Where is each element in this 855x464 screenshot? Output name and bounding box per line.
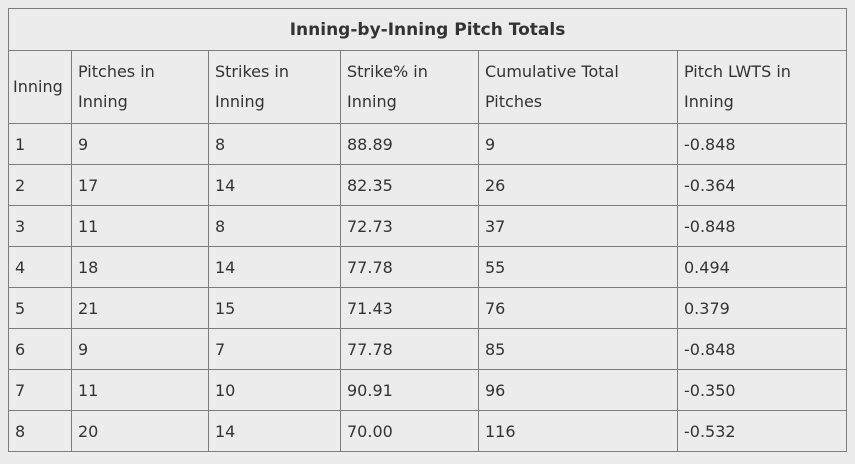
table-row: 3 11 8 72.73 37 -0.848 [8,205,848,247]
cell-strikes: 7 [208,328,341,370]
cell-strikes: 14 [208,164,341,206]
cell-pitches: 21 [71,287,209,329]
cell-pitches: 11 [71,205,209,247]
cell-pitches: 9 [71,328,209,370]
cell-strike-pct: 70.00 [340,410,479,452]
cell-strikes: 8 [208,123,341,165]
pitch-totals-table: Inning-by-Inning Pitch Totals Inning Pit… [7,8,848,452]
cell-strikes: 14 [208,410,341,452]
cell-inning: 6 [8,328,72,370]
table-row: 4 18 14 77.78 55 0.494 [8,246,848,288]
cell-lwts: -0.848 [676,328,848,370]
cell-lwts: -0.848 [676,205,848,247]
header-inning: Inning [8,50,72,124]
header-strikes: Strikes in Inning [208,50,341,124]
cell-strikes: 8 [208,205,341,247]
cell-cumulative: 116 [478,410,678,452]
cell-inning: 4 [8,246,72,288]
header-cumulative: Cumulative Total Pitches [478,50,678,124]
table-row: 8 20 14 70.00 116 -0.532 [8,410,848,452]
table-row: 2 17 14 82.35 26 -0.364 [8,164,848,206]
header-row: Inning Pitches in Inning Strikes in Inni… [8,50,848,124]
cell-strike-pct: 77.78 [340,328,479,370]
table-title: Inning-by-Inning Pitch Totals [7,8,848,51]
table-row: 1 9 8 88.89 9 -0.848 [8,123,848,165]
cell-inning: 7 [8,369,72,411]
cell-lwts: -0.848 [676,123,848,165]
cell-cumulative: 76 [478,287,678,329]
cell-inning: 2 [8,164,72,206]
cell-cumulative: 26 [478,164,678,206]
cell-strike-pct: 82.35 [340,164,479,206]
cell-pitches: 18 [71,246,209,288]
cell-cumulative: 55 [478,246,678,288]
cell-strikes: 10 [208,369,341,411]
cell-lwts: 0.494 [676,246,848,288]
cell-lwts: -0.364 [676,164,848,206]
cell-cumulative: 85 [478,328,678,370]
cell-inning: 5 [8,287,72,329]
table-row: 5 21 15 71.43 76 0.379 [8,287,848,329]
cell-strike-pct: 88.89 [340,123,479,165]
table-row: 7 11 10 90.91 96 -0.350 [8,369,848,411]
table-row: 6 9 7 77.78 85 -0.848 [8,328,848,370]
cell-strike-pct: 72.73 [340,205,479,247]
cell-lwts: -0.350 [676,369,848,411]
cell-strike-pct: 71.43 [340,287,479,329]
header-strike-pct: Strike% in Inning [340,50,479,124]
cell-strike-pct: 90.91 [340,369,479,411]
cell-inning: 1 [8,123,72,165]
cell-lwts: 0.379 [676,287,848,329]
header-lwts: Pitch LWTS in Inning [676,50,848,124]
cell-cumulative: 9 [478,123,678,165]
cell-lwts: -0.532 [676,410,848,452]
cell-pitches: 20 [71,410,209,452]
cell-pitches: 11 [71,369,209,411]
cell-inning: 8 [8,410,72,452]
cell-cumulative: 96 [478,369,678,411]
header-pitches: Pitches in Inning [71,50,209,124]
cell-pitches: 17 [71,164,209,206]
cell-strike-pct: 77.78 [340,246,479,288]
cell-strikes: 14 [208,246,341,288]
cell-strikes: 15 [208,287,341,329]
cell-pitches: 9 [71,123,209,165]
cell-cumulative: 37 [478,205,678,247]
cell-inning: 3 [8,205,72,247]
